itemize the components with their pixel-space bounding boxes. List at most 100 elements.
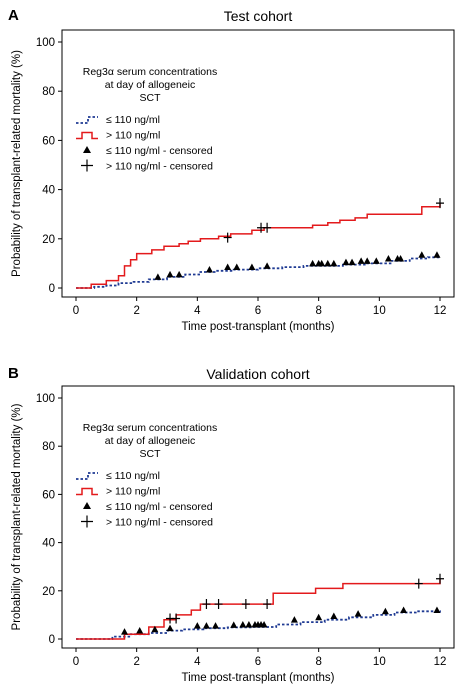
censor-mark-high: [436, 198, 444, 209]
legend-symbol: [83, 502, 91, 509]
legend-symbol: [76, 116, 98, 124]
x-tick-label: 10: [373, 656, 386, 668]
censor-mark-low: [230, 621, 238, 628]
censor-mark-low: [166, 624, 174, 632]
legend-entry-label: ≤ 110 ng/ml: [106, 470, 160, 482]
censor-mark-low: [166, 270, 174, 278]
legend-entry-label: ≤ 110 ng/ml - censored: [106, 501, 213, 513]
legend-symbol: [81, 159, 93, 172]
x-tick-label: 8: [315, 305, 321, 317]
censor-mark-high: [436, 573, 444, 584]
y-tick-label: 20: [42, 234, 55, 246]
legend-entry-label: ≤ 110 ng/ml - censored: [106, 145, 213, 157]
chart-panel-a: A Test cohort 0 2 4 6 8 10 12 0 20 40 60 80 100 Time po…: [8, 7, 455, 333]
censor-mark-low: [330, 259, 338, 267]
x-tick-label: 12: [434, 305, 447, 317]
censor-mark-low: [151, 625, 159, 633]
censor-mark-low: [357, 257, 365, 264]
censor-mark-low: [354, 610, 362, 617]
y-axis-label: Probability of transplant-related mortal…: [11, 403, 23, 630]
y-tick-label: 60: [42, 489, 55, 501]
legend-entry-label: ≤ 110 ng/ml: [106, 114, 160, 126]
x-axis-label: Time post-transplant (months): [182, 672, 335, 684]
censor-mark-low: [205, 266, 213, 273]
x-tick-label: 10: [373, 305, 386, 317]
legend-heading: SCT: [140, 448, 162, 460]
legend-triangle: [83, 146, 91, 153]
legend-triangle: [83, 502, 91, 509]
censor-mark-high: [241, 599, 250, 610]
censor-mark-high: [263, 222, 272, 233]
censor-mark-low: [330, 612, 338, 620]
censor-mark-high: [214, 599, 223, 610]
censor-mark-low: [363, 257, 371, 264]
legend-line-low: [76, 116, 98, 124]
censor-mark-high: [414, 578, 423, 589]
chart-title: Test cohort: [224, 8, 293, 24]
x-tick-label: 0: [73, 305, 79, 317]
legend-heading: at day of allogeneic: [105, 79, 195, 91]
y-tick-label: 0: [49, 283, 55, 295]
y-tick-label: 80: [42, 86, 55, 98]
x-tick-label: 0: [73, 656, 79, 668]
legend-cross: [81, 515, 93, 528]
y-tick-label: 80: [42, 441, 55, 453]
panel-letter: B: [8, 365, 19, 382]
y-axis-label: Probability of transplant-related mortal…: [11, 50, 23, 277]
legend-cross: [81, 159, 93, 172]
y-tick-label: 0: [49, 634, 55, 646]
censor-mark-low: [224, 263, 232, 271]
legend-line-low: [76, 472, 98, 480]
x-tick-label: 12: [434, 656, 447, 668]
censor-mark-low: [233, 263, 241, 271]
censor-mark-low: [324, 259, 332, 267]
x-tick-label: 6: [255, 656, 261, 668]
legend-entry-label: > 110 ng/ml: [106, 130, 160, 142]
censor-mark-low: [315, 613, 323, 621]
censor-mark-low: [309, 259, 317, 267]
censor-mark-low: [202, 622, 210, 629]
y-tick-label: 100: [36, 393, 55, 405]
censor-mark-low: [397, 254, 405, 262]
x-tick-label: 2: [133, 305, 139, 317]
legend-heading: at day of allogeneic: [105, 435, 195, 447]
panel-letter: A: [8, 7, 19, 24]
censor-mark-low: [342, 258, 350, 266]
legend-line-high: [76, 131, 98, 140]
legend-heading: Reg3α serum concentrations: [83, 422, 217, 434]
legend-symbol: [83, 146, 91, 153]
legend-heading: SCT: [140, 92, 162, 104]
censor-mark-low: [384, 254, 392, 262]
censor-mark-low: [372, 257, 380, 264]
legend-symbol: [76, 472, 98, 480]
censor-mark-high: [172, 613, 181, 624]
legend-symbol: [76, 487, 98, 496]
series-line-high: [76, 203, 441, 289]
censor-mark-high: [263, 599, 272, 610]
legend-symbol: [76, 131, 98, 140]
x-tick-label: 8: [315, 656, 321, 668]
y-tick-label: 60: [42, 135, 55, 147]
chart-panel-b: B Validation cohort 0 2 4 6 8 10 12 0 20 40 60 80 100 T…: [8, 365, 455, 684]
censor-mark-low: [318, 259, 326, 267]
censor-mark-low: [239, 620, 247, 628]
legend-entry-label: > 110 ng/ml - censored: [106, 517, 213, 529]
legend-line-high: [76, 487, 98, 496]
y-tick-label: 40: [42, 185, 55, 197]
censor-mark-low: [260, 620, 268, 628]
x-axis-label: Time post-transplant (months): [182, 321, 335, 333]
censor-mark-low: [121, 628, 129, 635]
y-tick-label: 40: [42, 538, 55, 550]
censor-mark-low: [136, 626, 144, 634]
censor-mark-low: [290, 616, 298, 623]
censor-mark-low: [263, 262, 271, 269]
legend-entry-label: > 110 ng/ml - censored: [106, 161, 213, 173]
x-tick-label: 2: [133, 656, 139, 668]
x-tick-label: 4: [194, 305, 201, 317]
censor-mark-low: [245, 620, 253, 628]
x-tick-label: 6: [255, 305, 261, 317]
censor-mark-low: [212, 622, 220, 629]
censor-mark-low: [248, 263, 256, 271]
